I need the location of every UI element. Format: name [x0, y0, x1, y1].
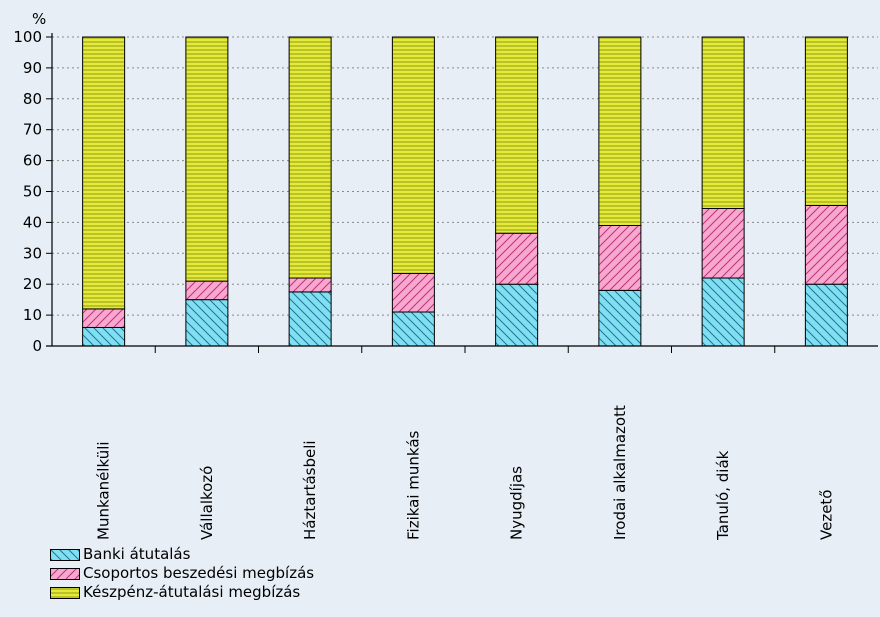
legend-item-banki: Banki átutalás	[50, 545, 314, 564]
bar-segment	[391, 311, 435, 347]
bar-segment	[185, 299, 229, 347]
y-tick-label: 100	[13, 28, 42, 46]
bar-segment	[82, 36, 126, 310]
category-label: Vezető	[817, 490, 835, 541]
bar-segment	[598, 36, 642, 226]
bar-segment	[701, 277, 745, 347]
legend-item-keszpenz: Készpénz-átutalási megbízás	[50, 583, 314, 602]
gridlines	[52, 36, 878, 316]
category-label: Munkanélküli	[95, 441, 113, 540]
y-tick-label: 20	[23, 275, 42, 293]
bar-segment	[288, 277, 332, 293]
bar-segment	[804, 283, 848, 347]
bar-segment	[288, 291, 332, 347]
category-label: Vállalkozó	[198, 466, 216, 540]
bar-segment	[598, 224, 642, 291]
bar-segment	[495, 232, 539, 285]
legend-swatch-keszpenz	[50, 586, 80, 599]
y-tick-label: 90	[23, 59, 42, 77]
y-axis-unit-label: %	[32, 10, 46, 28]
legend-swatch-csoportos	[50, 567, 80, 580]
y-tick-label: 80	[23, 90, 42, 108]
y-tick-labels: 0 10 20 30 40 50 60 70 80 90 100	[13, 28, 42, 355]
category-label: Irodai alkalmazott	[611, 405, 629, 540]
y-tick-label: 0	[32, 337, 42, 355]
bar-segment	[804, 204, 848, 285]
legend-label-keszpenz: Készpénz-átutalási megbízás	[83, 583, 301, 601]
y-tick-label: 10	[23, 306, 42, 324]
legend-swatch-banki	[50, 548, 80, 561]
category-labels: Munkanélküli Vállalkozó Háztartásbeli Fizik…	[95, 405, 836, 541]
legend-label-banki: Banki átutalás	[83, 545, 191, 563]
category-label: Tanuló, diák	[714, 450, 732, 541]
bar-segment	[804, 36, 848, 206]
category-label: Háztartásbeli	[301, 440, 319, 540]
bar-segment	[598, 289, 642, 347]
bar-segment	[185, 280, 229, 301]
y-tick-label: 60	[23, 152, 42, 170]
category-label: Nyugdíjas	[508, 466, 526, 540]
legend: Banki átutalás Csoportos beszedési megbí…	[50, 545, 314, 602]
y-tick-label: 30	[23, 244, 42, 262]
bar-segment	[495, 36, 539, 234]
bar-segment	[82, 326, 126, 347]
axes	[46, 33, 878, 353]
y-tick-label: 50	[23, 183, 42, 201]
y-tick-label: 40	[23, 213, 42, 231]
bars	[82, 36, 848, 347]
bar-segment	[495, 283, 539, 347]
legend-label-csoportos: Csoportos beszedési megbízás	[83, 564, 315, 582]
category-label: Fizikai munkás	[404, 430, 422, 540]
bar-segment	[701, 207, 745, 279]
bar-segment	[82, 308, 126, 328]
legend-item-csoportos: Csoportos beszedési megbízás	[50, 564, 314, 583]
bar-segment	[391, 272, 435, 313]
y-tick-label: 70	[23, 121, 42, 139]
bar-segment	[185, 36, 229, 282]
bar-segment	[701, 36, 745, 209]
bar-segment	[288, 36, 332, 279]
bar-segment	[391, 36, 435, 274]
